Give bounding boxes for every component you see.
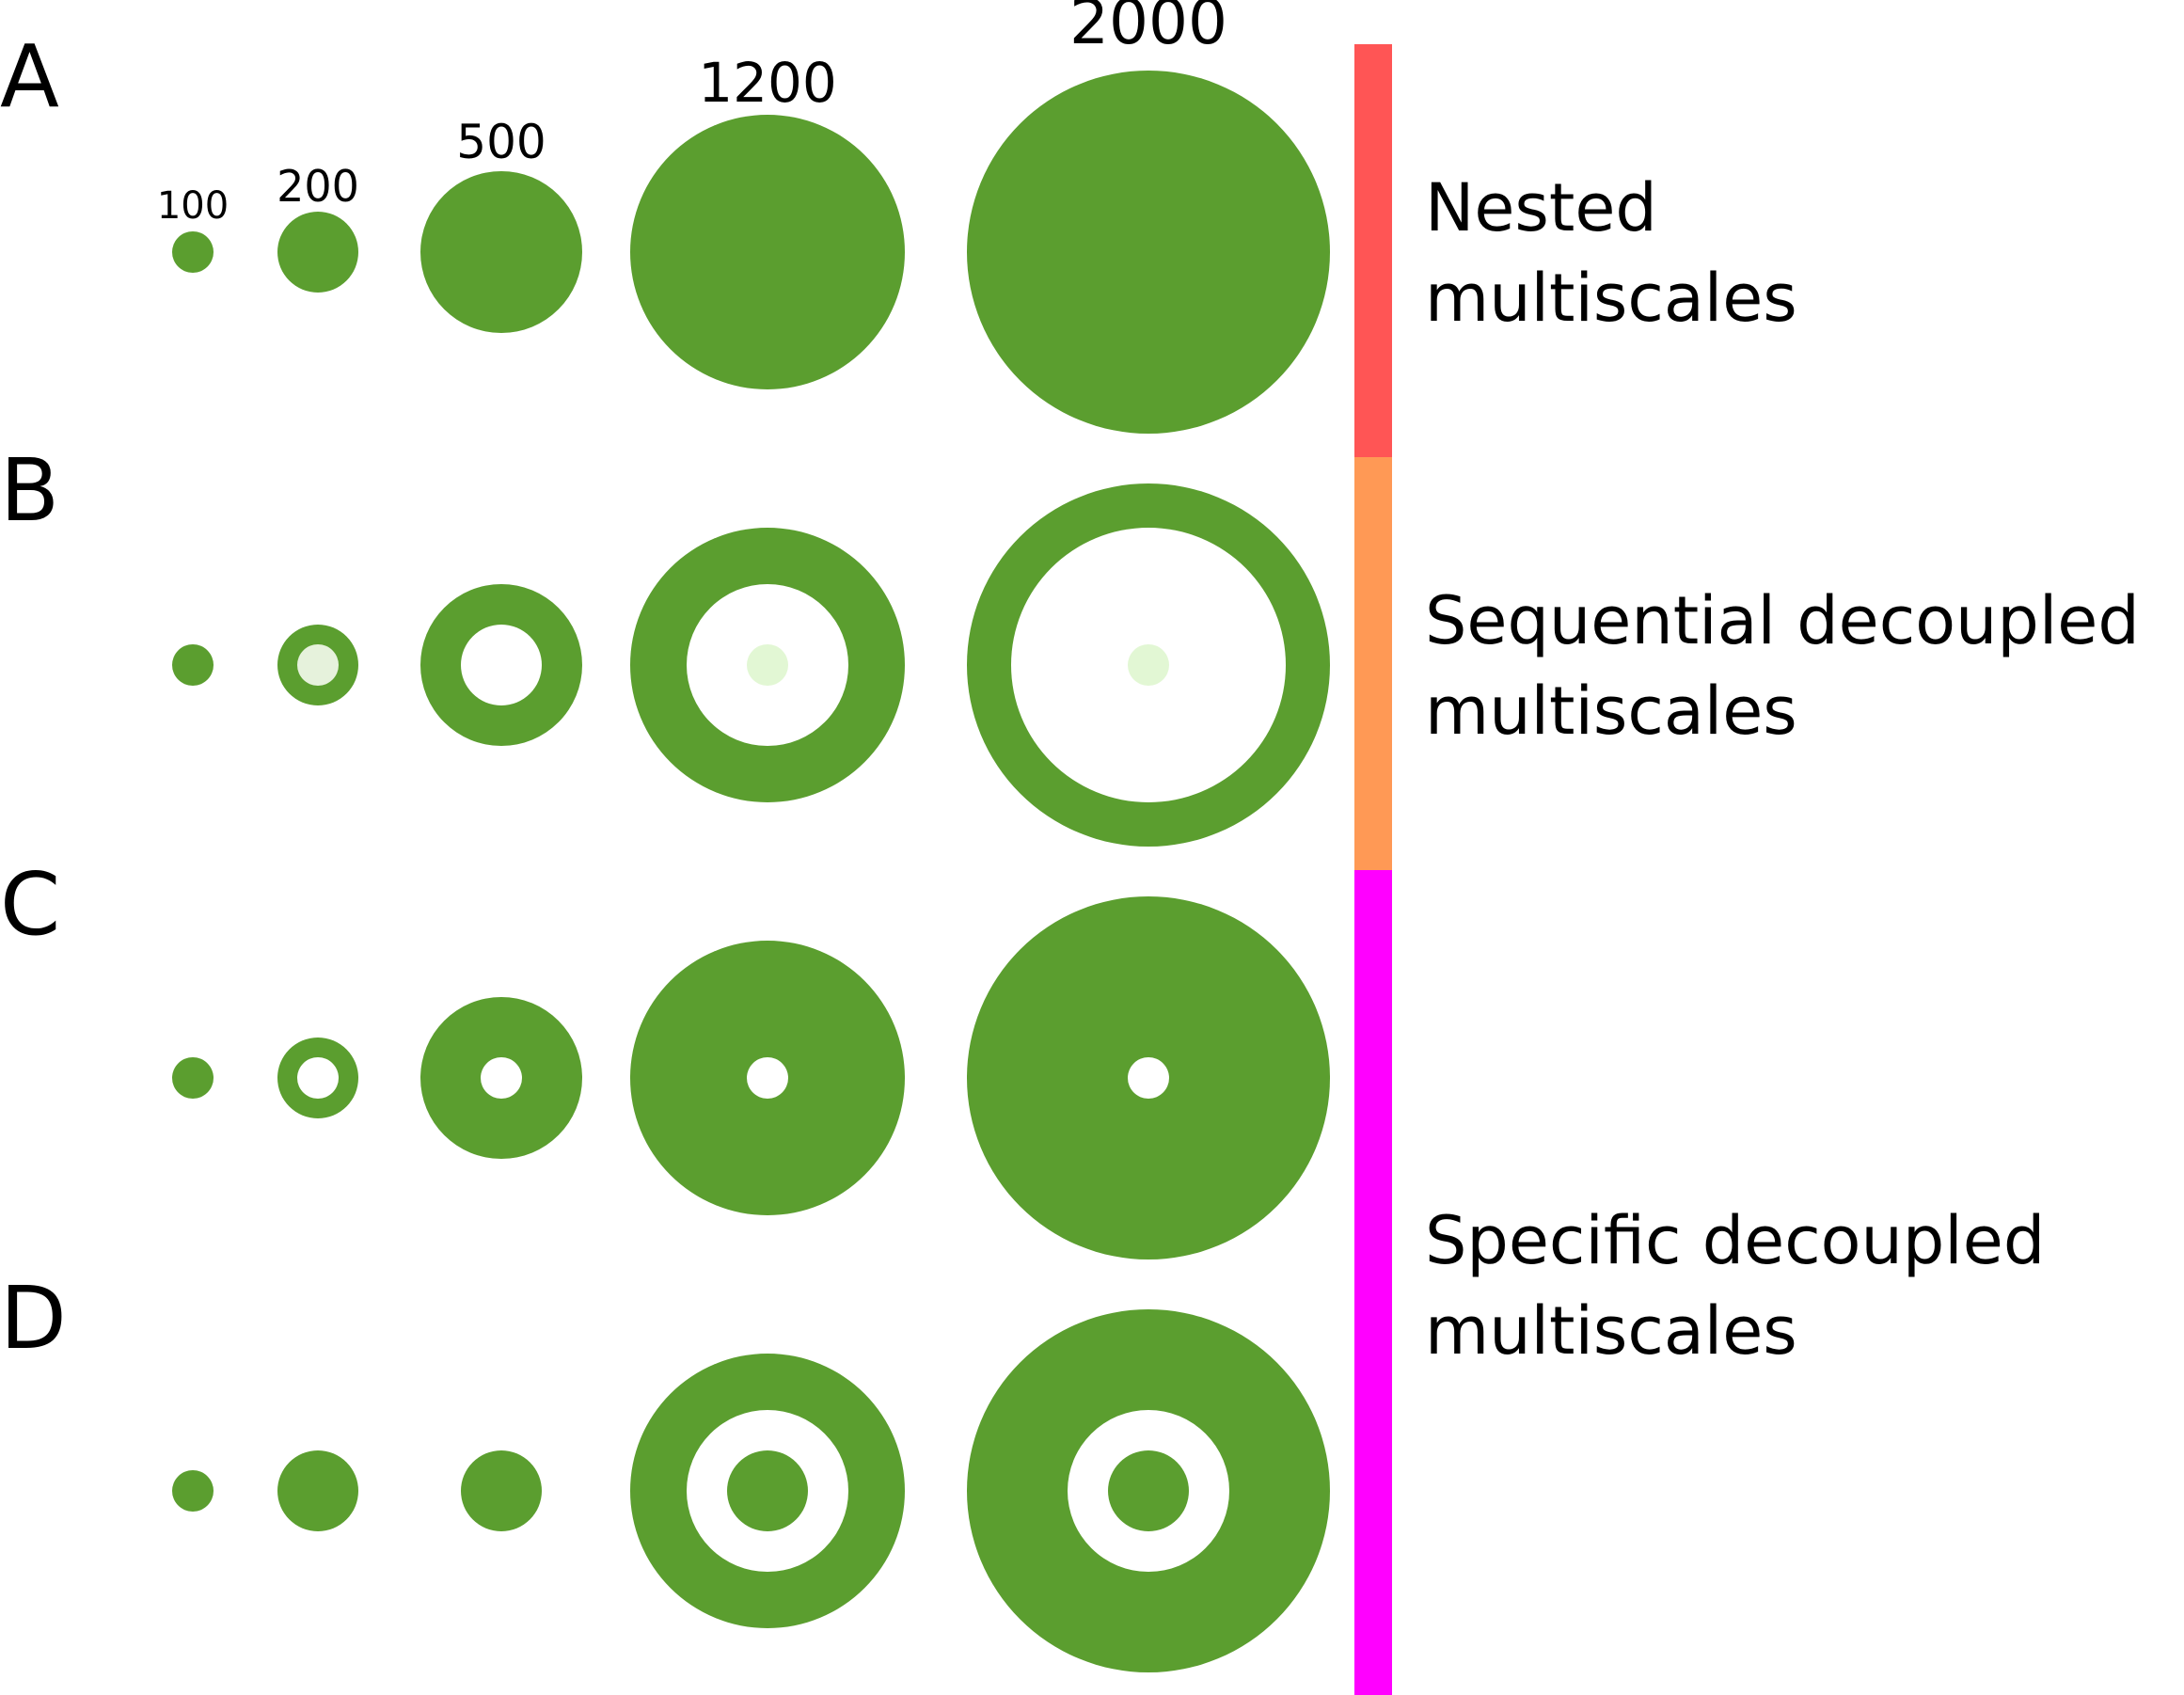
row-d-scale-1200-inner-disc (727, 1450, 808, 1531)
row-c-scale-1200-hole (747, 1057, 788, 1099)
legend-specific-line2: multiscales (1425, 1292, 1797, 1370)
legend-sequential-line1: Sequential decoupled (1425, 582, 2140, 659)
row-b-scale-2000-hole (1128, 644, 1169, 686)
legend-specific-line1: Specific decoupled (1425, 1202, 2045, 1279)
scale-label-100: 100 (157, 184, 229, 228)
row-b-scale-500-hole (461, 625, 542, 705)
legend-nested-line1: Nested (1425, 169, 1657, 246)
row-letter-a: A (0, 26, 59, 127)
row-b-scale-100-disc (172, 644, 214, 686)
row-b-scale-200-hole (297, 644, 339, 686)
row-c-scale-200-hole (297, 1057, 339, 1099)
color-bar-specific-d (1354, 1283, 1392, 1695)
row-b-scale-1200-hole (747, 644, 788, 686)
scale-label-2000: 2000 (1069, 0, 1227, 58)
scale-label-500: 500 (456, 115, 546, 169)
row-a-scale-200-disc (277, 212, 358, 293)
row-d-scale-100-disc (172, 1470, 214, 1512)
row-d-scale-2000-inner-disc (1108, 1450, 1189, 1531)
row-a-scale-1200-disc (630, 115, 905, 389)
row-a-scale-100-disc (172, 231, 214, 273)
row-letter-c: C (0, 854, 60, 955)
row-c-scale-100-disc (172, 1057, 214, 1099)
scale-label-200: 200 (277, 161, 359, 212)
row-c-scale-500-hole (481, 1057, 522, 1099)
row-letter-d: D (0, 1268, 67, 1369)
row-a-scale-2000-disc (967, 71, 1330, 434)
row-letter-b: B (0, 440, 59, 541)
row-d-scale-200-disc (277, 1450, 358, 1531)
legend-nested-line2: multiscales (1425, 260, 1797, 337)
color-bar-specific-c (1354, 870, 1392, 1283)
row-d-scale-500-disc (461, 1450, 542, 1531)
color-bar-nested (1354, 44, 1392, 457)
scale-label-1200: 1200 (698, 51, 837, 115)
row-c-scale-2000-hole (1128, 1057, 1169, 1099)
legend-sequential-line2: multiscales (1425, 673, 1797, 750)
color-bar-sequential (1354, 457, 1392, 870)
disc-grid (172, 71, 1330, 1672)
row-a-scale-500-disc (420, 171, 582, 333)
